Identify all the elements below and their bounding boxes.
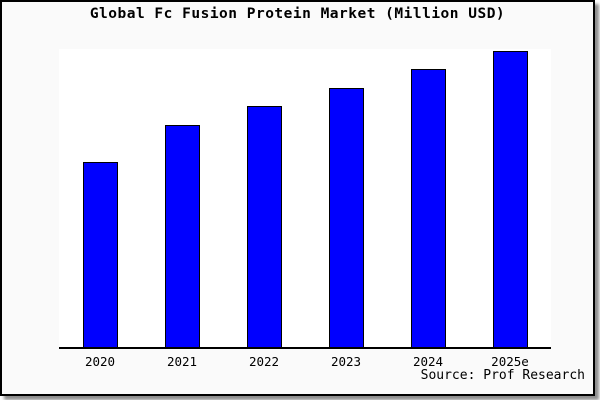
source-credit: Source: Prof Research (420, 368, 585, 383)
x-tick-label-2023: 2023 (330, 354, 362, 369)
bar-slot-2025e (469, 49, 551, 347)
x-tick-label-2021: 2021 (166, 354, 198, 369)
bar-2024 (410, 69, 446, 347)
bar-slot-2021 (141, 49, 223, 347)
x-tick-label-2022: 2022 (248, 354, 280, 369)
bar-slot-2020 (59, 49, 141, 347)
bars-container (59, 49, 551, 347)
bar-slot-2022 (223, 49, 305, 347)
bar-slot-2023 (305, 49, 387, 347)
bar-2022 (246, 106, 282, 347)
plot-area (59, 49, 551, 349)
bar-slot-2024 (387, 49, 469, 347)
bar-2023 (328, 87, 364, 347)
x-tick-label-2020: 2020 (84, 354, 116, 369)
bar-2021 (164, 124, 200, 347)
chart-title: Global Fc Fusion Protein Market (Million… (89, 6, 506, 22)
x-tick-label-2024: 2024 (412, 354, 444, 369)
x-axis-labels: 2020 2021 2022 2023 2024 2025e (59, 354, 551, 370)
bar-2025e (492, 50, 528, 347)
x-tick-label-2025e: 2025e (491, 354, 529, 369)
bar-2020 (82, 161, 118, 347)
